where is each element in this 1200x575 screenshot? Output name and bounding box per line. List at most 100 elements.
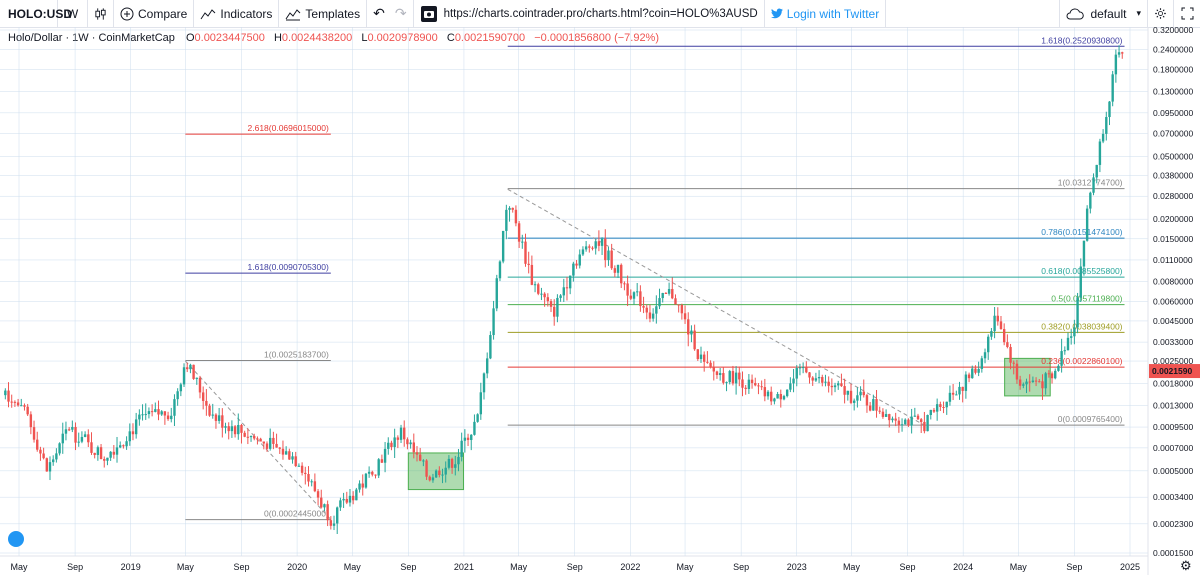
candle-body <box>693 330 696 350</box>
candle-body <box>683 313 687 320</box>
candle-body <box>275 443 278 448</box>
redo-icon[interactable]: ↷ <box>394 5 407 21</box>
candle-body <box>463 437 467 441</box>
x-tick-label: May <box>344 562 362 572</box>
candle-body <box>795 368 798 379</box>
legend-open: 0.0023447500 <box>194 32 265 44</box>
candle-body <box>476 414 479 422</box>
x-tick-label: May <box>1010 562 1028 572</box>
candle-body <box>891 418 894 421</box>
legend-change: −0.0001856800 (−7.92%) <box>534 32 660 44</box>
candle-body <box>358 483 361 490</box>
trendlines <box>185 188 928 520</box>
candle-body <box>932 409 936 412</box>
candle-body <box>929 409 932 416</box>
candle-body <box>814 378 818 381</box>
candle-body <box>348 495 352 503</box>
interval-button[interactable]: W <box>58 0 88 27</box>
candle-body <box>87 434 90 443</box>
snapshot-url[interactable]: https://charts.cointrader.pro/charts.htm… <box>414 0 765 27</box>
compare-button[interactable]: Compare <box>114 0 195 27</box>
candle-body <box>454 464 457 468</box>
y-tick-label: 0.0018000 <box>1153 378 1193 388</box>
candle-body <box>307 474 310 482</box>
candle-body <box>332 523 336 526</box>
candle-body <box>345 498 348 503</box>
candle-body <box>217 415 221 421</box>
candle-body <box>974 368 977 373</box>
candle-body <box>1063 350 1067 352</box>
candle-body <box>278 447 281 449</box>
y-tick-label: 0.0009500 <box>1153 422 1193 432</box>
candle-body <box>651 313 655 319</box>
settings-button[interactable] <box>1148 0 1174 27</box>
candle-body <box>699 354 703 360</box>
y-tick-label: 0.0025000 <box>1153 356 1193 366</box>
candle-body <box>610 250 613 269</box>
candle-body <box>996 315 999 322</box>
candle-body <box>431 477 435 481</box>
candle-body <box>620 264 623 284</box>
candle-body <box>342 498 345 501</box>
candle-body <box>990 331 993 337</box>
fib-label: 0.382(0.0038039400) <box>1041 321 1122 331</box>
price-axis[interactable]: 0.32000000.24000000.18000000.13000000.09… <box>1149 25 1200 558</box>
templates-button[interactable]: Templates <box>279 0 368 27</box>
candle-body <box>875 399 878 411</box>
candle-body <box>993 315 996 332</box>
candle-body <box>521 241 524 243</box>
layout-selector[interactable]: default ▾ <box>1059 0 1148 27</box>
snapshot-url-text[interactable]: https://charts.cointrader.pro/charts.htm… <box>443 7 758 20</box>
candle-body <box>811 377 814 381</box>
candle-body <box>96 447 100 455</box>
candle-body <box>387 442 390 449</box>
candle-body <box>897 420 901 426</box>
candle-body <box>754 383 757 386</box>
candle-body <box>374 474 377 476</box>
candle-body <box>667 288 671 294</box>
candle-body <box>945 401 948 408</box>
login-twitter-button[interactable]: Login with Twitter <box>765 0 887 27</box>
candle-body <box>371 471 374 475</box>
candle-body <box>951 392 955 395</box>
candle-body <box>1022 384 1025 386</box>
fib-label: 0(0.0002445000) <box>264 509 329 519</box>
candle-body <box>623 283 626 285</box>
candle-body <box>134 419 138 435</box>
candle-body <box>304 472 307 475</box>
time-axis[interactable]: May Sep 2019 May Sep 2020 May Sep 2021 May Sep 2022… <box>10 562 1140 572</box>
x-tick-label: 2024 <box>953 562 973 572</box>
fib-label: 0.5(0.0057119800) <box>1051 294 1122 304</box>
candle-body <box>1082 240 1086 267</box>
candle-body <box>166 415 170 420</box>
candle-body <box>13 401 17 403</box>
candle-body <box>728 371 731 383</box>
candle-body <box>556 297 559 317</box>
plus-circle-icon <box>120 7 134 20</box>
candle-body <box>39 449 42 454</box>
candle-body <box>508 207 511 210</box>
candle-body <box>237 424 240 435</box>
legend-low-key: L <box>361 32 368 44</box>
candle-body <box>776 394 779 399</box>
indicators-button[interactable]: Indicators <box>194 0 280 27</box>
green-zone <box>1004 357 1051 397</box>
candle-body <box>214 414 218 421</box>
candle-body <box>549 301 553 307</box>
x-tick-label: May <box>843 562 861 572</box>
candle-body <box>645 307 648 313</box>
undo-icon[interactable]: ↶ <box>373 5 385 21</box>
candle-body <box>537 284 540 294</box>
candle-body <box>383 448 387 463</box>
candle-body <box>677 304 680 306</box>
fullscreen-button[interactable] <box>1174 0 1200 27</box>
candle-body <box>412 442 415 453</box>
symbol-search[interactable]: HOLO:USD <box>0 0 72 27</box>
axis-settings-icon[interactable]: ⚙ <box>1180 558 1192 573</box>
candle-body <box>339 500 342 508</box>
candle-body <box>441 474 444 476</box>
fullscreen-icon <box>1181 7 1193 20</box>
candle-body <box>93 452 96 455</box>
chart-type-button[interactable] <box>88 0 114 27</box>
